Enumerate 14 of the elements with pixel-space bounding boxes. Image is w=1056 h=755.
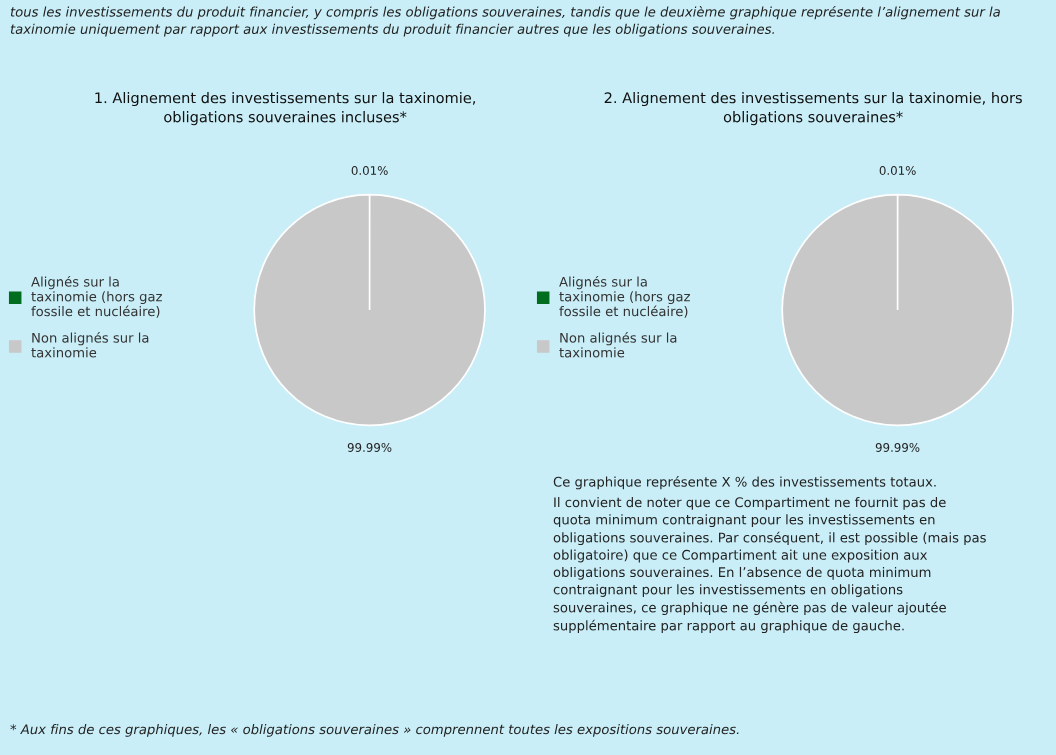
- text: Il convient de noter que ce Compartiment ne fournit pas de quota minimum contraignant pour les investissements en obligations souveraines. Par conséquent, il est possible (mais pas obligatoire) que ce Compartiment ait une exposition aux obligations souveraines. En l’absence de quota minimum contraignant pour les investissements en obligations souveraines, ce graphique ne génère pas de valeur ajoutée supplémentaire par rapport au graphique de gauche.: [553, 497, 986, 634]
- data-label: 99.99%: [347, 442, 392, 452]
- legend-label: Non alignés sur la taxinomie: [31, 331, 149, 358]
- legend-label: Non alignés sur la taxinomie: [559, 331, 677, 358]
- data-label: 99.99%: [875, 442, 920, 452]
- chart-title: 2. Alignement des investissements sur la taxinomie, hors obligations souveraines*: [604, 92, 1022, 126]
- data-label: 0.01%: [879, 166, 916, 175]
- legend-label: Alignés sur la taxinomie (hors gaz fossile et nucléaire): [31, 275, 162, 318]
- text: Ce graphique représente X % des investissements totaux.: [553, 476, 936, 490]
- text: tous les investissements du produit financier, y compris les obligations souveraines, tandis que le deuxième graphique représente l’alignement sur la taxinomie uniquement par rapport aux investissements du produit financier autres que les obligations souveraines.: [10, 6, 1000, 37]
- text: * Aux fins de ces graphiques, les « obligations souveraines » comprennent toutes les expositions souveraines.: [10, 724, 739, 737]
- chart-title: 1. Alignement des investissements sur la taxinomie, obligations souveraines incluses*: [95, 92, 475, 126]
- data-label: 0.01%: [351, 166, 388, 175]
- legend-label: Alignés sur la taxinomie (hors gaz fossile et nucléaire): [559, 275, 690, 318]
